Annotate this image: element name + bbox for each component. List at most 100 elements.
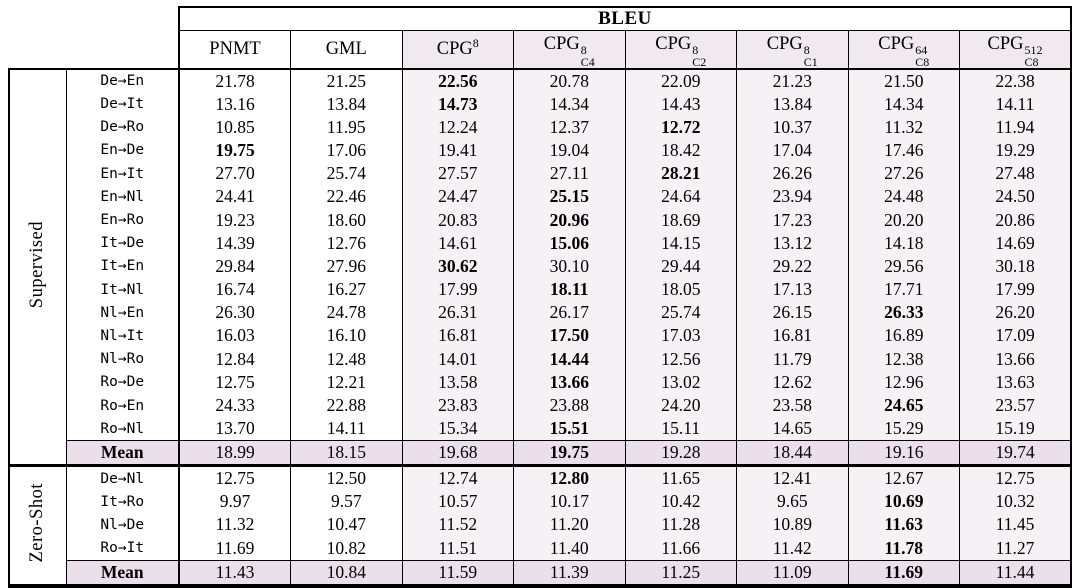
score-cell: 24.33	[178, 393, 291, 418]
score-cell: 12.96	[847, 370, 960, 394]
score-cell: 12.50	[290, 464, 402, 491]
score-cell: 15.51	[513, 417, 625, 441]
score-cell: 11.65	[624, 464, 737, 491]
score-cell: 27.96	[290, 254, 402, 278]
score-cell: 18.11	[513, 278, 625, 302]
score-cell: 13.84	[736, 92, 848, 116]
table-row: En→It 27.70 25.74 27.57 27.11 28.21 26.26 27.26…	[9, 162, 1072, 186]
score-cell: 10.57	[401, 490, 514, 514]
column-header: CPG8	[401, 30, 514, 70]
score-cell: 30.18	[959, 254, 1072, 278]
lang-pair: Ro→It	[66, 536, 180, 560]
group-label-supervised: Supervised	[8, 67, 67, 468]
column-header: CPG 8 C1	[736, 30, 849, 70]
score-cell: 23.57	[959, 393, 1072, 418]
score-cell: 24.20	[624, 393, 737, 418]
score-cell: 24.64	[624, 185, 737, 209]
score-cell: 13.84	[290, 92, 402, 116]
score-cell: 10.42	[624, 490, 737, 514]
table-row: Ro→En 24.33 22.88 23.83 23.88 24.20 23.58 24.65…	[9, 393, 1072, 418]
score-cell: 26.15	[736, 301, 848, 325]
group-label-text: Supervised	[27, 220, 48, 308]
score-cell: 11.20	[513, 513, 625, 537]
header-spacer	[9, 31, 179, 69]
score-cell: 22.56	[401, 67, 514, 93]
table-row: De→It 13.16 13.84 14.73 14.34 14.43 13.84 14.34…	[9, 92, 1072, 116]
mean-score-cell: 11.44	[959, 559, 1072, 588]
mean-label: Mean	[66, 559, 180, 588]
column-header-label: CPG	[878, 34, 915, 54]
score-cell: 29.44	[624, 254, 737, 278]
score-cell: 27.11	[513, 162, 625, 186]
score-cell: 13.63	[959, 370, 1072, 394]
score-cell: 15.11	[624, 417, 737, 441]
score-cell: 23.88	[513, 393, 625, 418]
column-header-sup: 64	[915, 42, 928, 57]
mean-score-cell: 11.43	[178, 559, 291, 588]
lang-pair: Nl→Ro	[66, 347, 180, 371]
results-table: BLEU PNMT GML CPG8 CPG 8 C4 CPG 8 C2 CPG 8 C1 CPG 64 C8…	[8, 6, 1072, 588]
score-cell: 11.78	[847, 536, 960, 560]
score-cell: 12.38	[847, 347, 960, 371]
score-cell: 17.46	[847, 138, 960, 163]
group-label-zero-shot: Zero-Shot	[8, 464, 67, 588]
score-cell: 10.89	[736, 513, 848, 537]
score-cell: 12.37	[513, 115, 625, 139]
column-header-label: CPG	[436, 39, 473, 60]
score-cell: 17.71	[847, 278, 960, 302]
score-cell: 13.66	[513, 370, 625, 394]
lang-pair: Nl→De	[66, 513, 180, 537]
lang-pair: En→It	[66, 162, 180, 186]
score-cell: 14.01	[401, 347, 514, 371]
mean-score-cell: 18.15	[290, 440, 402, 468]
lang-pair: It→De	[66, 231, 180, 255]
group-label-text: Zero-Shot	[27, 483, 48, 563]
score-cell: 12.80	[513, 464, 625, 491]
score-cell: 12.75	[178, 464, 291, 491]
column-header-sub: C1	[803, 54, 818, 69]
score-cell: 24.41	[178, 185, 291, 209]
score-cell: 19.75	[178, 138, 291, 163]
score-cell: 12.75	[959, 464, 1072, 491]
mean-score-cell: 11.69	[847, 559, 960, 588]
table-row: Zero-Shot De→Nl 12.75 12.50 12.74 12.80 11.65 1…	[8, 464, 1072, 588]
score-cell: 12.62	[736, 370, 848, 394]
column-header-row: PNMT GML CPG8 CPG 8 C4 CPG 8 C2 CPG 8 C1 CPG 64 C8 CPG 5…	[9, 30, 1072, 70]
score-cell: 18.60	[290, 208, 402, 232]
table-row: Nl→De 11.32 10.47 11.52 11.20 11.28 10.89 11.63…	[9, 513, 1072, 537]
table-title: BLEU	[178, 6, 1072, 31]
score-cell: 11.27	[959, 536, 1072, 560]
table-row: Nl→En 26.30 24.78 26.31 26.17 25.74 26.15 26.33…	[9, 301, 1072, 325]
score-cell: 15.29	[847, 417, 960, 441]
score-cell: 17.99	[959, 278, 1072, 302]
score-cell: 25.15	[513, 185, 625, 209]
score-cell: 26.30	[178, 301, 291, 325]
score-cell: 21.50	[847, 67, 960, 93]
column-header-sup: 512	[1024, 42, 1043, 57]
score-cell: 23.94	[736, 185, 848, 209]
table-row: En→Nl 24.41 22.46 24.47 25.15 24.64 23.94 24.48…	[9, 185, 1072, 209]
column-header: CPG 8 C2	[624, 30, 737, 70]
mean-score-cell: 18.99	[178, 440, 291, 468]
score-cell: 22.46	[290, 185, 402, 209]
column-header-label: GML	[325, 39, 367, 60]
score-cell: 12.84	[178, 347, 291, 371]
score-cell: 17.99	[401, 278, 514, 302]
lang-pair: De→Ro	[66, 115, 180, 139]
score-cell: 14.44	[513, 347, 625, 371]
score-cell: 11.32	[847, 115, 960, 139]
score-cell: 25.74	[290, 162, 402, 186]
mean-score-cell: 11.39	[513, 559, 625, 588]
score-cell: 12.74	[401, 464, 514, 491]
column-header: CPG 512 C8	[959, 30, 1072, 70]
column-header-label: CPG	[766, 34, 803, 54]
score-cell: 15.34	[401, 417, 514, 441]
table-row: Nl→It 16.03 16.10 16.81 17.50 17.03 16.81 16.89…	[9, 324, 1072, 348]
score-cell: 16.81	[401, 324, 514, 348]
score-cell: 11.69	[178, 536, 291, 560]
column-header-label: CPG	[543, 34, 580, 54]
mean-row: Mean 18.99 18.15 19.68 19.75 19.28 18.44 19.16 1…	[9, 440, 1072, 468]
score-cell: 12.76	[290, 231, 402, 255]
lang-pair: Ro→Nl	[66, 417, 180, 441]
score-cell: 22.88	[290, 393, 402, 418]
